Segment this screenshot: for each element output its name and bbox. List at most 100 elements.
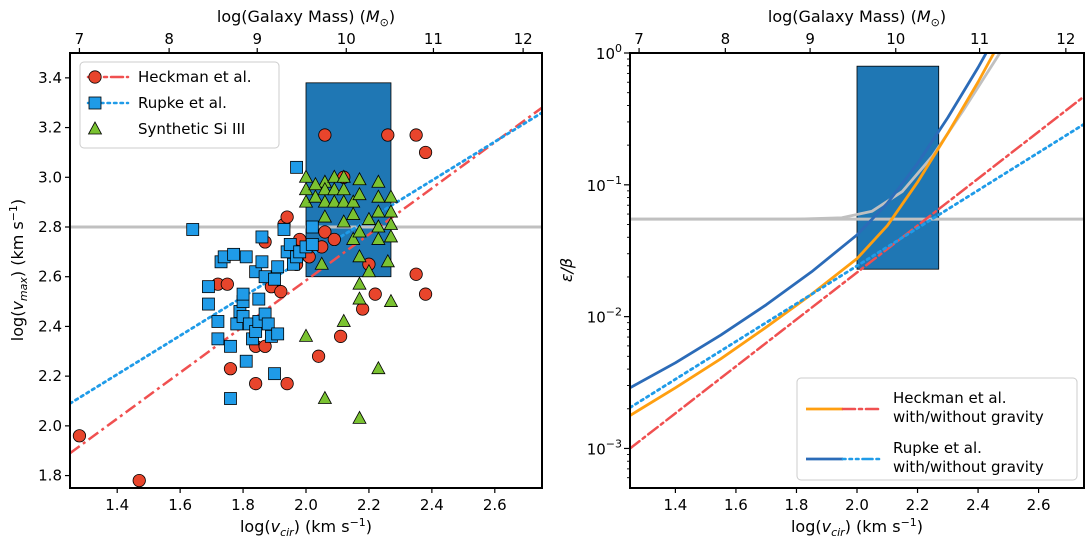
data-point-circle [381,128,395,142]
data-point-triangle [327,194,342,208]
y-tick-label: 10−2 [587,306,622,327]
rupke-fit-line [70,111,542,405]
data-point-square [186,223,200,236]
data-point-circle [280,210,294,224]
legend-label-line2: with/without gravity [893,458,1044,476]
data-point-square [252,292,266,306]
data-point-triangle [361,263,377,278]
data-point-triangle [371,231,386,245]
right-panel: 1.4 1.6 1.8 2.0 2.2 2.4 2.6 100 10−1 10−2 10−3 7 8 9 1… [587,30,1085,514]
data-point-square [239,250,253,264]
x-tick-label: 1.8 [231,496,255,514]
data-point-triangle [352,410,367,424]
data-point-square [236,287,250,301]
legend-label-line2: with/without gravity [893,408,1044,426]
data-point-triangle [361,211,377,225]
data-point-square [290,160,303,174]
top-tick-label: 7 [634,30,644,48]
data-point-circle [418,287,433,301]
data-point-triangle [352,276,367,290]
data-point-square [261,317,275,331]
top-tick-label: 9 [252,30,262,48]
data-point-circle [318,128,332,142]
y-tick-label: 1.8 [38,467,62,485]
data-point-circle [249,376,263,391]
series-line [630,53,988,390]
data-point-square [277,223,291,236]
data-point-square [305,237,319,251]
heckman-fit-line [70,106,542,455]
right-ticks: 1.4 1.6 1.8 2.0 2.2 2.4 2.6 100 10−1 10−2 10−3 7 8 9 1… [587,30,1076,514]
data-point-circle [334,329,348,343]
data-point-square [268,272,281,286]
y-tick-label: 10−1 [587,174,622,195]
legend-box [796,377,1078,481]
data-point-triangle [87,121,103,135]
y-tick-label: 100 [596,42,622,63]
data-point-circle [409,267,423,281]
x-tick-label: 2.4 [966,496,990,514]
series-line [630,95,1084,450]
y-tick-label: 2.6 [38,268,62,286]
data-point-circle [223,362,238,376]
data-point-square [224,392,237,405]
data-point-triangle [383,189,399,203]
series-line [630,53,1002,221]
data-point-triangle [352,186,367,201]
left-top-axis-label: log(Galaxy Mass) (M⊙) [217,7,395,29]
data-point-triangle [308,189,323,203]
data-point-triangle [352,171,367,186]
data-point-circle [72,429,87,443]
x-tick-label: 2.0 [845,496,869,514]
left-plot-area [70,82,542,488]
data-point-circle [418,145,433,160]
data-point-circle [311,349,326,363]
data-point-circle [88,70,102,84]
data-point-triangle [346,231,361,245]
top-tick-label: 10 [337,30,356,48]
left-ticks: 1.4 1.6 1.8 2.0 2.2 2.4 2.6 1.8 2.0 2.2 2.4 2.6 2.8 3… [38,30,533,514]
x-tick-label: 2.4 [420,496,444,514]
legend-label: Heckman et al. [138,68,252,86]
right-plot-area [630,53,1084,450]
y-tick-label: 10−3 [587,437,622,458]
data-point-triangle [298,328,314,342]
top-tick-label: 12 [1056,30,1075,48]
data-point-square [255,255,269,269]
legend-label: Rupke et al. [893,439,982,457]
top-tick-label: 12 [514,30,533,48]
data-point-triangle [371,204,386,218]
data-point-square [268,367,281,381]
x-tick-label: 2.2 [906,496,930,514]
left-panel: 1.4 1.6 1.8 2.0 2.2 2.4 2.6 1.8 2.0 2.2 2.4 2.6 2.8 3… [38,30,543,514]
legend-box [79,61,280,149]
x-tick-label: 2.0 [294,496,318,514]
right-top-axis-label: log(Galaxy Mass) (M⊙) [768,7,946,29]
x-tick-label: 2.2 [357,496,381,514]
data-point-triangle [371,189,386,203]
x-tick-label: 1.6 [724,496,748,514]
data-point-circle [220,277,234,291]
data-point-triangle [371,360,386,375]
data-point-triangle [314,256,329,270]
top-tick-label: 11 [424,30,443,48]
top-tick-label: 7 [75,30,85,48]
data-point-triangle [352,224,367,238]
top-tick-label: 11 [970,30,989,48]
y-tick-label: 2.8 [38,218,62,236]
data-point-triangle [383,293,399,307]
data-point-square [239,354,253,368]
data-point-circle [327,232,341,247]
top-tick-label: 10 [886,30,905,48]
data-point-square [255,230,269,244]
y-tick-label: 3.2 [38,119,62,137]
left-x-axis-label: log(vcir) (km s−1) [240,516,372,538]
data-point-circle [280,376,294,391]
right-x-axis-label: log(vcir) (km s−1) [791,516,923,538]
data-point-triangle [336,214,351,228]
legend-label: Synthetic Si III [138,120,245,138]
top-tick-label: 8 [164,30,174,48]
data-point-triangle [380,253,395,268]
series-line [630,53,996,417]
